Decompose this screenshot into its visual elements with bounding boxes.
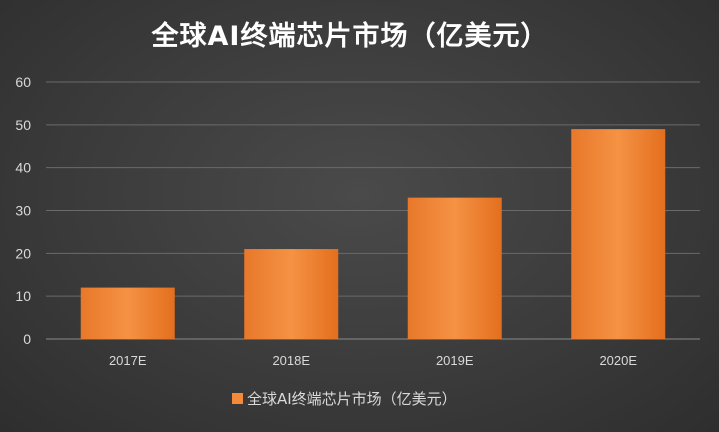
legend: 全球AI终端芯片市场（亿美元） xyxy=(232,390,457,408)
x-tick-label: 2019E xyxy=(436,353,474,368)
x-tick-label: 2018E xyxy=(272,353,310,368)
y-tick-label: 60 xyxy=(15,74,31,90)
bars xyxy=(80,129,666,339)
y-tick-label: 50 xyxy=(15,117,31,133)
x-tick-label: 2020E xyxy=(599,353,637,368)
bar-2018E xyxy=(244,249,339,339)
bar-2017E xyxy=(80,287,175,339)
chart-title: 全球AI终端芯片市场（亿美元） xyxy=(151,20,549,52)
x-axis-ticks: 2017E 2018E 2019E 2020E xyxy=(109,353,637,368)
y-tick-label: 10 xyxy=(15,288,31,304)
bar-2019E xyxy=(407,197,502,339)
y-tick-label: 40 xyxy=(15,160,31,176)
y-tick-label: 20 xyxy=(15,245,31,261)
y-tick-label: 30 xyxy=(15,203,31,219)
y-tick-label: 0 xyxy=(23,331,31,347)
legend-label: 全球AI终端芯片市场（亿美元） xyxy=(247,390,457,408)
legend-swatch xyxy=(232,393,243,404)
x-tick-label: 2017E xyxy=(109,353,147,368)
y-axis-ticks: 0 10 20 30 40 50 60 xyxy=(15,74,31,347)
bar-2020E xyxy=(571,129,666,339)
